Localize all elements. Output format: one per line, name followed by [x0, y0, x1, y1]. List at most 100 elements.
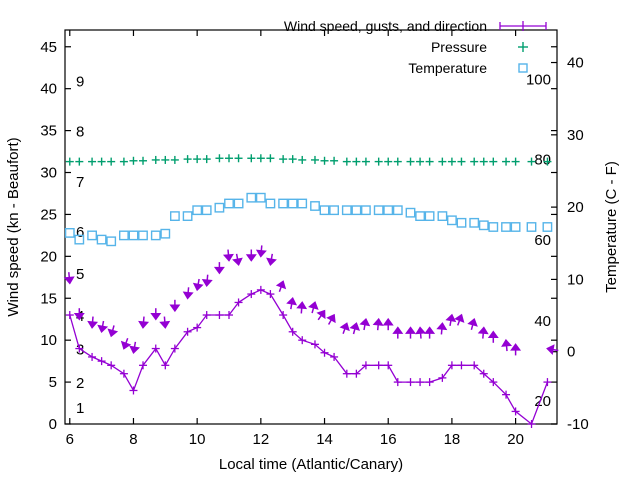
temperature-point [456, 217, 467, 228]
wind-direction-arrow [192, 278, 204, 292]
temperature-point [265, 198, 276, 209]
temperature-point [351, 205, 362, 216]
wind-direction-arrow [222, 249, 234, 262]
wind-direction-arrow [159, 316, 171, 329]
temperature-point [405, 207, 416, 218]
wind-direction-arrow [169, 299, 181, 313]
temperature-point [160, 228, 171, 239]
left-axis-title: Wind speed (kn - Beaufort) [5, 137, 22, 316]
temperature-point [542, 222, 553, 232]
legend-label-2: Temperature [408, 60, 487, 76]
left-tick-label: 0 [49, 416, 57, 433]
wind-direction-arrow [392, 326, 404, 339]
temperature-point [106, 236, 117, 247]
wind-direction-arrow [349, 322, 361, 335]
beaufort-label-7: 7 [76, 174, 84, 191]
left-tick-label: 30 [40, 165, 57, 182]
wind-direction-arrow [150, 308, 162, 321]
wind-direction-arrow [87, 316, 99, 329]
temperature-point [297, 198, 308, 209]
bottom-tick-label: 16 [380, 431, 397, 448]
wind-direction-arrow [454, 313, 465, 326]
temperature-point [246, 192, 257, 203]
temperature-point [478, 220, 489, 231]
fahrenheit-label-80: 80 [534, 152, 551, 169]
temperature-point [383, 205, 394, 216]
temperature-point [310, 201, 320, 211]
temperature-point [233, 198, 244, 209]
wind-direction-arrow [232, 253, 243, 266]
bottom-tick-label: 10 [189, 431, 206, 448]
temperature-point [278, 198, 288, 209]
fahrenheit-label-60: 60 [534, 232, 551, 249]
left-tick-label: 15 [40, 290, 57, 307]
wind-direction-arrow [308, 301, 319, 314]
right-axis-title: Temperature (C - F) [603, 161, 620, 293]
wind-direction-arrow [339, 322, 350, 334]
temperature-point [329, 205, 339, 216]
right-tick-label: -10 [567, 416, 589, 433]
temperature-point [214, 202, 225, 213]
wind-direction-arrow [405, 326, 416, 339]
temperature-point [526, 222, 537, 232]
beaufort-label-1: 1 [76, 400, 84, 417]
wind-direction-arrow [372, 317, 384, 331]
wind-direction-arrow [63, 272, 75, 285]
wind-direction-arrow [296, 301, 308, 314]
temperature-point [74, 234, 85, 245]
wind-direction-arrow [382, 317, 394, 331]
temperature-point [96, 234, 107, 245]
wind-direction-arrow [326, 313, 336, 325]
temperature-point [87, 230, 98, 241]
temperature-point [469, 217, 480, 228]
wind-speed-line [69, 289, 549, 426]
wind-direction-arrow [97, 320, 109, 334]
wind-direction-arrow [424, 326, 436, 339]
wind-direction-arrow [359, 317, 371, 331]
temperature-point [287, 198, 298, 209]
wind-direction-arrow [245, 249, 257, 262]
temperature-point [128, 230, 139, 241]
temperature-point [64, 227, 75, 238]
wind-direction-arrow [275, 280, 287, 293]
wind-direction-arrow [477, 326, 489, 339]
right-tick-label: 30 [567, 127, 584, 144]
bottom-tick-label: 6 [66, 431, 74, 448]
right-tick-label: 20 [567, 199, 584, 216]
bottom-axis-title: Local time (Atlantic/Canary) [219, 456, 403, 473]
temperature-point [118, 230, 129, 241]
temperature-point [488, 222, 499, 232]
temperature-point [373, 205, 384, 216]
right-tick-label: 10 [567, 271, 584, 288]
temperature-point [224, 198, 234, 209]
bottom-tick-label: 14 [316, 431, 333, 448]
bottom-tick-label: 20 [507, 431, 524, 448]
left-tick-label: 10 [40, 332, 57, 349]
wind-direction-arrow [546, 344, 559, 355]
wind-direction-arrow [213, 262, 225, 275]
bottom-tick-label: 18 [444, 431, 461, 448]
wind-direction-arrow [182, 287, 194, 300]
temperature-point [201, 205, 212, 216]
bottom-tick-label: 12 [253, 431, 270, 448]
beaufort-label-6: 6 [76, 224, 84, 241]
wind-direction-arrow [107, 325, 119, 338]
legend-label-1: Pressure [431, 39, 487, 55]
right-tick-label: 40 [567, 55, 584, 72]
left-tick-label: 20 [40, 248, 57, 265]
fahrenheit-label-40: 40 [534, 313, 551, 330]
wind-direction-arrow [120, 337, 132, 350]
wind-direction-arrow [316, 309, 326, 321]
temperature-point [447, 215, 457, 226]
left-tick-label: 45 [40, 39, 57, 56]
temperature-point [424, 211, 435, 221]
legend-label-0: Wind speed, gusts, and direction [284, 18, 487, 34]
wind-direction-arrow [445, 313, 457, 327]
bottom-tick-label: 8 [129, 431, 137, 448]
temperature-point [319, 205, 330, 216]
temperature-point [169, 211, 180, 221]
temperature-point [182, 211, 193, 221]
temperature-point [392, 205, 403, 216]
